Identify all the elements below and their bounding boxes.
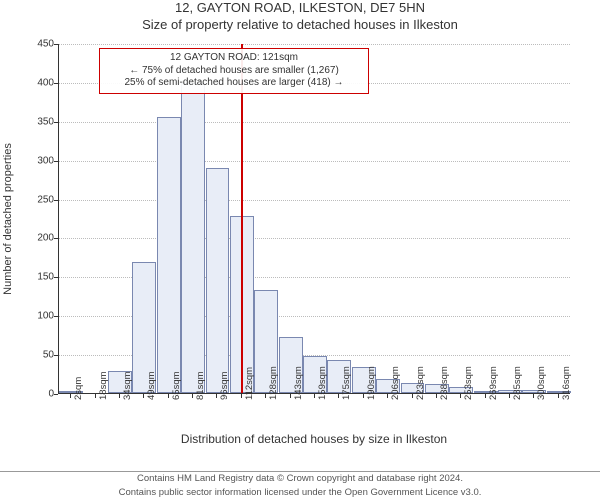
x-tick-label: 175sqm xyxy=(341,366,352,400)
gridline xyxy=(59,44,570,45)
y-tick-label: 400 xyxy=(0,77,54,88)
x-tick-label: 2sqm xyxy=(73,377,84,400)
x-tick xyxy=(387,394,388,398)
x-tick xyxy=(460,394,461,398)
y-tick-label: 450 xyxy=(0,39,54,50)
x-tick xyxy=(436,394,437,398)
annotation-line-1: 12 GAYTON ROAD: 121sqm xyxy=(106,52,362,65)
x-tick-label: 143sqm xyxy=(293,366,304,400)
x-tick xyxy=(290,394,291,398)
histogram-bar xyxy=(206,168,230,393)
x-tick-label: 159sqm xyxy=(317,366,328,400)
page-subtitle: Size of property relative to detached ho… xyxy=(0,17,600,32)
x-tick-label: 49sqm xyxy=(146,371,157,400)
x-tick-label: 316sqm xyxy=(561,366,572,400)
x-tick xyxy=(338,394,339,398)
x-tick xyxy=(192,394,193,398)
histogram-bar xyxy=(181,83,205,393)
x-tick-label: 96sqm xyxy=(219,371,230,400)
y-tick-label: 0 xyxy=(0,389,54,400)
x-tick xyxy=(558,394,559,398)
plot-area: 12 GAYTON ROAD: 121sqm ← 75% of detached… xyxy=(58,44,570,394)
x-tick-label: 238sqm xyxy=(439,366,450,400)
marker-line xyxy=(241,44,243,393)
x-tick xyxy=(265,394,266,398)
y-tick-label: 350 xyxy=(0,116,54,127)
x-tick-label: 81sqm xyxy=(195,371,206,400)
y-tick-label: 250 xyxy=(0,194,54,205)
x-tick-label: 206sqm xyxy=(390,366,401,400)
page-title: 12, GAYTON ROAD, ILKESTON, DE7 5HN xyxy=(0,0,600,15)
x-tick-label: 300sqm xyxy=(536,366,547,400)
x-tick xyxy=(509,394,510,398)
x-tick xyxy=(168,394,169,398)
footer-line-2: Contains public sector information licen… xyxy=(0,486,600,500)
x-tick-label: 65sqm xyxy=(171,371,182,400)
annotation-line-3: 25% of semi-detached houses are larger (… xyxy=(106,77,362,90)
gridline xyxy=(59,200,570,201)
x-tick xyxy=(485,394,486,398)
x-tick xyxy=(216,394,217,398)
gridline xyxy=(59,161,570,162)
x-tick-label: 112sqm xyxy=(244,367,255,400)
x-tick-label: 223sqm xyxy=(415,366,426,400)
gridline xyxy=(59,122,570,123)
footer-line-1: Contains HM Land Registry data © Crown c… xyxy=(0,472,600,486)
x-tick-label: 285sqm xyxy=(512,366,523,400)
y-tick-label: 300 xyxy=(0,155,54,166)
x-tick xyxy=(412,394,413,398)
x-tick xyxy=(533,394,534,398)
y-tick-label: 100 xyxy=(0,311,54,322)
x-tick xyxy=(241,394,242,398)
x-tick xyxy=(95,394,96,398)
x-tick-label: 34sqm xyxy=(122,371,133,400)
x-tick xyxy=(363,394,364,398)
x-tick xyxy=(143,394,144,398)
x-tick xyxy=(314,394,315,398)
annotation-line-2: ← 75% of detached houses are smaller (1,… xyxy=(106,65,362,78)
x-tick-label: 269sqm xyxy=(488,366,499,400)
x-tick xyxy=(119,394,120,398)
y-tick-label: 50 xyxy=(0,350,54,361)
y-tick-label: 150 xyxy=(0,272,54,283)
footer: Contains HM Land Registry data © Crown c… xyxy=(0,471,600,500)
histogram-chart: Number of detached properties 0501001502… xyxy=(0,36,600,440)
y-tick-label: 200 xyxy=(0,233,54,244)
x-tick-label: 190sqm xyxy=(366,366,377,400)
gridline xyxy=(59,238,570,239)
x-tick-label: 253sqm xyxy=(463,366,474,400)
x-tick xyxy=(70,394,71,398)
annotation-box: 12 GAYTON ROAD: 121sqm ← 75% of detached… xyxy=(99,48,369,94)
x-axis-title: Distribution of detached houses by size … xyxy=(58,432,570,446)
x-tick-label: 128sqm xyxy=(268,366,279,400)
x-tick-label: 18sqm xyxy=(98,371,109,400)
histogram-bar xyxy=(157,117,181,393)
